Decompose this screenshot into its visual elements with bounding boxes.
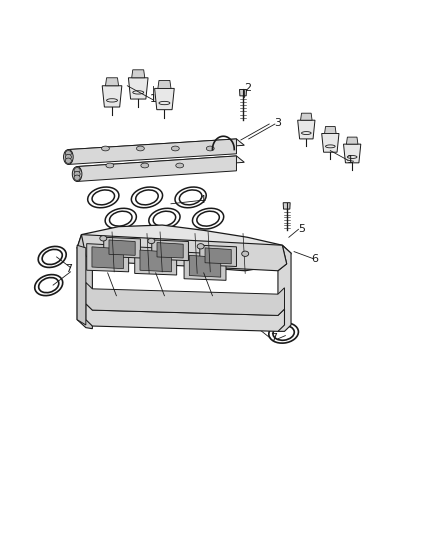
Text: 7: 7: [65, 264, 72, 274]
Polygon shape: [205, 248, 231, 264]
Ellipse shape: [171, 146, 179, 151]
Polygon shape: [152, 240, 188, 261]
Polygon shape: [132, 70, 145, 78]
Ellipse shape: [106, 163, 114, 168]
Polygon shape: [77, 235, 92, 329]
Polygon shape: [298, 120, 315, 139]
Ellipse shape: [100, 236, 107, 241]
Ellipse shape: [74, 167, 80, 173]
Ellipse shape: [137, 146, 145, 151]
Ellipse shape: [102, 146, 110, 151]
Polygon shape: [102, 86, 122, 107]
Text: 2: 2: [244, 83, 251, 93]
Polygon shape: [86, 282, 285, 316]
Polygon shape: [92, 247, 124, 269]
Text: 6: 6: [311, 254, 318, 263]
Polygon shape: [135, 247, 177, 275]
Polygon shape: [77, 245, 86, 325]
Polygon shape: [86, 304, 285, 332]
Polygon shape: [155, 88, 174, 110]
Polygon shape: [68, 139, 237, 165]
Text: 7: 7: [270, 333, 277, 343]
Text: 1: 1: [346, 155, 353, 165]
Ellipse shape: [206, 146, 214, 151]
Polygon shape: [325, 126, 336, 133]
Polygon shape: [77, 225, 291, 271]
Text: 5: 5: [298, 224, 305, 235]
Polygon shape: [184, 252, 226, 280]
Ellipse shape: [64, 150, 73, 165]
Ellipse shape: [65, 155, 71, 160]
Polygon shape: [128, 78, 148, 99]
Polygon shape: [104, 237, 141, 258]
Polygon shape: [189, 255, 221, 277]
Ellipse shape: [141, 163, 149, 168]
Polygon shape: [68, 139, 244, 156]
Polygon shape: [240, 90, 247, 96]
Polygon shape: [109, 240, 135, 255]
Polygon shape: [77, 156, 237, 181]
Text: 1: 1: [150, 94, 157, 104]
Ellipse shape: [197, 244, 204, 249]
Polygon shape: [346, 137, 358, 144]
Ellipse shape: [148, 238, 155, 244]
Polygon shape: [343, 144, 361, 163]
Ellipse shape: [65, 151, 71, 156]
Polygon shape: [283, 203, 290, 209]
Ellipse shape: [74, 171, 80, 176]
Polygon shape: [300, 113, 312, 120]
Text: 3: 3: [275, 118, 282, 128]
Polygon shape: [106, 78, 119, 86]
Text: 4: 4: [198, 195, 205, 205]
Ellipse shape: [242, 251, 249, 256]
Polygon shape: [158, 80, 171, 88]
Polygon shape: [87, 244, 129, 272]
Polygon shape: [278, 245, 291, 332]
Ellipse shape: [65, 158, 71, 164]
Polygon shape: [200, 245, 237, 266]
Ellipse shape: [74, 175, 80, 180]
Polygon shape: [321, 133, 339, 152]
Polygon shape: [140, 250, 171, 272]
Ellipse shape: [72, 166, 82, 181]
Ellipse shape: [176, 163, 184, 168]
Polygon shape: [81, 235, 287, 271]
Polygon shape: [77, 156, 244, 173]
Polygon shape: [157, 243, 183, 258]
